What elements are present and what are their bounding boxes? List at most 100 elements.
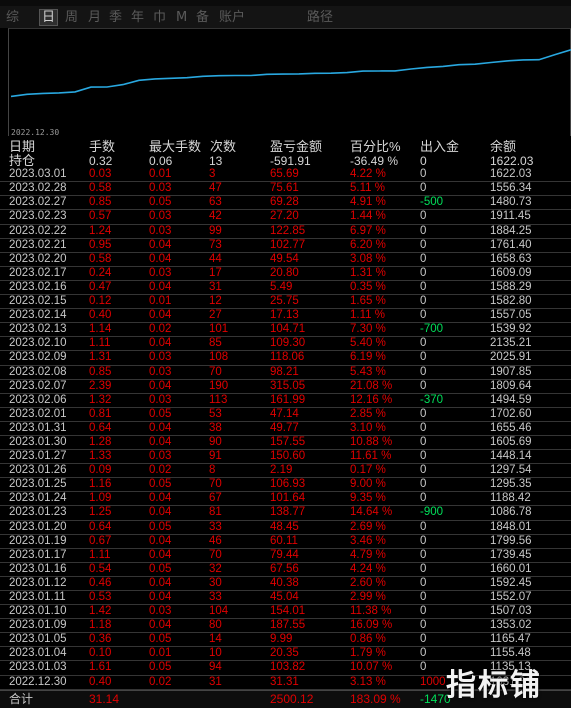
table-row[interactable]: 2023.02.06 1.32 0.03 113 161.99 12.16 % -370 14…	[0, 394, 571, 408]
row-percent: 12.16 %	[350, 393, 393, 406]
row-pnl: 150.60	[270, 450, 306, 463]
row-lots: 1.11	[89, 548, 111, 561]
row-pnl: 315.05	[270, 379, 306, 392]
row-date: 2023.02.28	[9, 182, 67, 195]
watermark-logo: 指标铺	[446, 668, 542, 703]
tab-magic[interactable]: M	[176, 10, 188, 25]
table-row[interactable]: 2023.01.27 1.33 0.03 91 150.60 11.61 % 0 1448.1…	[0, 450, 571, 465]
row-pnl: 157.55	[270, 435, 306, 448]
table-row[interactable]: 2023.02.13 1.14 0.02 101 104.71 7.30 % -700 153…	[0, 323, 571, 338]
table-row[interactable]: 2023.01.26 0.09 0.02 8 2.19 0.17 % 0 1297.54	[0, 464, 571, 479]
row-date: 2023.02.07	[9, 379, 67, 392]
header-pnl[interactable]: 盈亏金额	[270, 139, 323, 154]
row-percent: 5.11 %	[350, 182, 385, 195]
table-row[interactable]: 2023.02.08 0.85 0.03 70 98.21 5.43 % 0 1907.85	[0, 366, 571, 380]
table-row[interactable]: 2023.01.19 0.67 0.04 46 60.11 3.46 % 0 1799.56	[0, 535, 571, 549]
row-percent: 10.07 %	[350, 661, 393, 674]
table-row[interactable]: 2023.01.03 1.61 0.05 94 103.82 10.07 % 0 1135.1…	[0, 661, 571, 676]
table-row[interactable]: 2023.01.30 1.28 0.04 90 157.55 10.88 % 0 1605.6…	[0, 435, 571, 451]
row-balance: 1086.78	[490, 506, 532, 519]
row-flow: 0	[420, 562, 427, 575]
row-lots: 0.67	[89, 534, 112, 547]
table-row[interactable]: 2023.01.25 1.16 0.05 70 106.93 9.00 % 0 1295.35	[0, 478, 571, 493]
tab-symbol[interactable]: 巾	[153, 10, 167, 25]
tab-path[interactable]: 路径	[307, 10, 334, 25]
tab-quarterly[interactable]: 季	[109, 10, 123, 25]
row-count: 190	[209, 379, 229, 392]
table-row[interactable]: 2023.01.11 0.53 0.04 33 45.04 2.99 % 0 1552.07	[0, 591, 571, 606]
total-row: 合计 31.14 2500.12 183.09 % -1470	[0, 690, 571, 708]
row-date: 2023.02.01	[9, 407, 67, 420]
table-row[interactable]: 2023.01.31 0.64 0.04 38 49.77 3.10 % 0 1655.46	[0, 422, 571, 436]
table-row[interactable]: 2023.02.17 0.24 0.03 17 20.80 1.31 % 0 1609.09	[0, 267, 571, 281]
row-count: 33	[209, 591, 222, 603]
tab-weekly[interactable]: 周	[65, 10, 79, 25]
tab-yearly[interactable]: 年	[131, 10, 145, 25]
tab-monthly[interactable]: 月	[88, 10, 102, 25]
table-row[interactable]: 2023.02.21 0.95 0.04 73 102.77 6.20 % 0 1761.40	[0, 239, 571, 253]
row-count: 101	[209, 323, 229, 336]
table-row[interactable]: 2023.01.09 1.18 0.04 80 187.55 16.09 % 0 1353.0…	[0, 619, 571, 634]
row-flow: 0	[420, 633, 427, 646]
tab-notes[interactable]: 备	[196, 10, 210, 25]
header-max-lots[interactable]: 最大手数	[149, 139, 202, 154]
row-count: 81	[209, 506, 222, 519]
table-row[interactable]: 2023.02.14 0.40 0.04 27 17.13 1.11 % 0 1557.05	[0, 309, 571, 324]
row-date: 2023.01.04	[9, 647, 67, 660]
table-row[interactable]: 2023.01.05 0.36 0.05 14 9.99 0.86 % 0 1165.47	[0, 633, 571, 648]
row-flow: 0	[420, 379, 427, 392]
table-row[interactable]: 2023.02.22 1.24 0.03 99 122.85 6.97 % 0 1884.25	[0, 225, 571, 239]
row-percent: 7.30 %	[350, 323, 386, 336]
header-flow[interactable]: 出入金	[420, 139, 460, 154]
table-row[interactable]: 2023.02.07 2.39 0.04 190 315.05 21.08 % 0 1809.…	[0, 380, 571, 394]
table-row[interactable]: 2023.02.09 1.31 0.03 108 118.06 6.19 % 0 2025.9…	[0, 351, 571, 366]
row-max-lots: 0.03	[149, 224, 172, 237]
table-row[interactable]: 2023.02.28 0.58 0.03 47 75.61 5.11 % 0 1556.34	[0, 182, 571, 197]
table-row[interactable]: 2023.02.23 0.57 0.03 42 27.20 1.44 % 0 1911.45	[0, 210, 571, 225]
table-row[interactable]: 2023.02.15 0.12 0.01 12 25.75 1.65 % 0 1582.80	[0, 295, 571, 310]
table-row[interactable]: 2023.01.17 1.11 0.04 70 79.44 4.79 % 0 1739.45	[0, 549, 571, 563]
table-row[interactable]: 2023.01.12 0.46 0.04 30 40.38 2.60 % 0 1592.45	[0, 577, 571, 591]
table-row[interactable]: 2023.02.27 0.85 0.05 63 69.28 4.91 % -500 1480.…	[0, 196, 571, 211]
header-percent[interactable]: 百分比%	[350, 139, 401, 154]
row-lots: 1.33	[89, 450, 112, 463]
table-row[interactable]: 2023.02.01 0.81 0.05 53 47.14 2.85 % 0 1702.60	[0, 408, 571, 422]
row-count: 33	[209, 520, 222, 533]
tab-summary[interactable]: 综	[6, 10, 20, 25]
table-row[interactable]: 2022.12.30 0.40 0.02 31 31.31 3.13 % 1000 1031.…	[0, 676, 571, 690]
holding-row[interactable]: 持仓 0.32 0.06 13 -591.91 -36.49 % 0 1622.…	[0, 154, 571, 169]
row-flow: 0	[420, 591, 427, 603]
row-date: 2023.02.06	[9, 393, 67, 406]
row-max-lots: 0.05	[149, 478, 172, 491]
table-row[interactable]: 2023.01.16 0.54 0.05 32 67.56 4.24 % 0 1660.01	[0, 563, 571, 577]
table-row[interactable]: 2023.01.23 1.25 0.04 81 138.77 14.64 % -900 108…	[0, 506, 571, 521]
row-balance: 1702.60	[490, 407, 532, 420]
header-date[interactable]: 日期	[9, 139, 36, 154]
table-row[interactable]: 2023.02.10 1.11 0.04 85 109.30 5.40 % 0 2135.21	[0, 337, 571, 352]
tab-daily[interactable]: 日	[39, 9, 59, 26]
row-percent: 1.44 %	[350, 210, 386, 223]
table-row[interactable]: 2023.01.04 0.10 0.01 10 20.35 1.79 % 0 1155.48	[0, 647, 571, 662]
table-row[interactable]: 2023.01.24 1.09 0.04 67 101.64 9.35 % 0 1188.42	[0, 492, 571, 507]
table-row[interactable]: 2023.01.10 1.42 0.03 104 154.01 11.38 % 0 1507.…	[0, 605, 571, 620]
row-percent: 3.10 %	[350, 421, 386, 434]
row-lots: 1.31	[89, 351, 112, 364]
row-max-lots: 0.04	[149, 548, 172, 561]
row-max-lots: 0.02	[149, 323, 172, 336]
header-balance[interactable]: 余额	[490, 139, 517, 154]
header-lots[interactable]: 手数	[89, 139, 116, 154]
table-row[interactable]: 2023.01.20 0.64 0.05 33 48.45 2.69 % 0 1848.01	[0, 521, 571, 535]
row-balance: 1165.47	[490, 633, 531, 646]
table-row[interactable]: 2023.02.16 0.47 0.04 31 5.49 0.35 % 0 1588.29	[0, 281, 571, 296]
row-flow: -500	[420, 196, 444, 209]
row-balance: 1884.25	[490, 224, 532, 237]
row-max-lots: 0.01	[149, 168, 172, 181]
table-row[interactable]: 2023.03.01 0.03 0.01 3 65.69 4.22 % 0 1622.03	[0, 168, 571, 183]
header-count[interactable]: 次数	[210, 139, 237, 154]
row-pnl: 69.28	[270, 196, 299, 209]
row-count: 94	[209, 661, 222, 674]
row-date: 2023.01.30	[9, 435, 67, 448]
table-row[interactable]: 2023.02.20 0.58 0.04 44 49.54 3.08 % 0 1658.63	[0, 253, 571, 267]
tab-account[interactable]: 账户	[219, 10, 246, 25]
row-balance: 1507.03	[490, 605, 532, 618]
